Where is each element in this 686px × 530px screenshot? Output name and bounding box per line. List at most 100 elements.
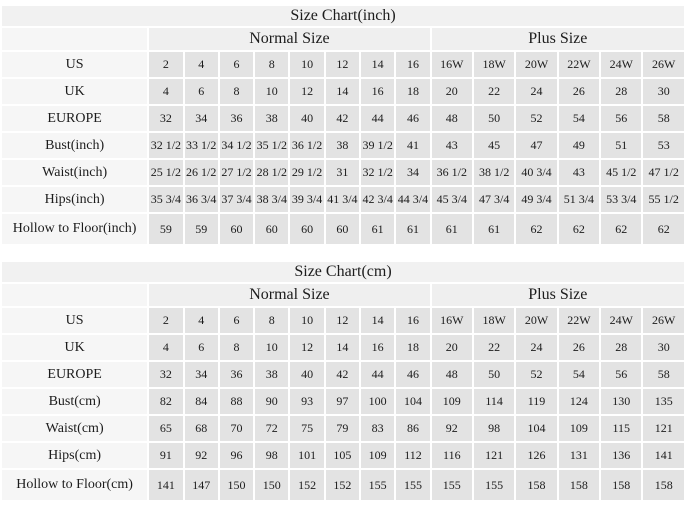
size-value-cell: 18W (471, 306, 517, 335)
size-value-cell: 49 (556, 131, 602, 160)
size-value-cell: 20 (429, 77, 474, 106)
size-value-cell: 33 1/2 (182, 131, 220, 160)
size-value-cell: 155 (359, 468, 397, 502)
table-row-hips-cm: Hips(cm) 91 92 96 98 101 105 109 112 116 121 126 131… (0, 441, 686, 470)
size-value-cell: 152 (288, 468, 326, 502)
size-value-cell: 41 (394, 131, 432, 160)
size-value-cell: 141 (147, 468, 185, 502)
size-value-cell: 12 (323, 306, 362, 335)
size-value-cell: 36 (217, 360, 256, 389)
table-title-row: Size Chart(cm) (0, 260, 686, 284)
size-value-cell: 90 (253, 387, 291, 416)
size-value-cell: 68 (182, 414, 220, 443)
size-value-cell: 42 (323, 360, 362, 389)
size-value-cell: 35 3/4 (147, 185, 185, 214)
column-group-plus-size: Plus Size (429, 282, 686, 308)
size-value-cell: 12 (288, 77, 326, 106)
size-value-cell: 155 (394, 468, 432, 502)
table-row-waist-cm: Waist(cm) 65 68 70 72 75 79 83 86 92 98 104 109 115 12… (0, 414, 686, 443)
size-value-cell: 50 (471, 360, 517, 389)
size-value-cell: 20W (514, 50, 559, 79)
size-value-cell: 16 (394, 306, 432, 335)
size-value-cell: 14 (323, 333, 362, 362)
size-value-cell: 112 (394, 441, 432, 470)
size-value-cell: 16W (429, 50, 474, 79)
row-label-europe: EUROPE (0, 104, 150, 133)
table-row-europe: EUROPE 32 34 36 38 40 42 44 46 48 50 52 54 56 58 (0, 360, 686, 389)
size-value-cell: 14 (323, 77, 362, 106)
size-value-cell: 27 1/2 (217, 158, 256, 187)
table-row-hollow-to-floor-cm: Hollow to Floor(cm) 141 147 150 150 152 152 155… (0, 468, 686, 502)
table-row-waist-inch: Waist(inch) 25 1/2 26 1/2 27 1/2 28 1/2 29 1/… (0, 158, 686, 187)
size-value-cell: 147 (182, 468, 220, 502)
size-value-cell: 121 (471, 441, 517, 470)
size-value-cell: 25 1/2 (147, 158, 185, 187)
row-label-hollow-to-floor-inch: Hollow to Floor(inch) (0, 212, 150, 246)
size-value-cell: 62 (556, 212, 602, 246)
size-value-cell: 34 1/2 (217, 131, 256, 160)
size-value-cell: 26 1/2 (182, 158, 220, 187)
size-value-cell: 109 (429, 387, 474, 416)
size-value-cell: 8 (217, 77, 256, 106)
size-value-cell: 31 (323, 158, 362, 187)
size-value-cell: 51 3/4 (556, 185, 602, 214)
size-value-cell: 44 (359, 360, 397, 389)
size-value-cell: 59 (182, 212, 220, 246)
size-value-cell: 4 (182, 50, 220, 79)
size-value-cell: 51 (599, 131, 644, 160)
size-value-cell: 8 (217, 333, 256, 362)
size-value-cell: 53 (641, 131, 686, 160)
size-value-cell: 116 (429, 441, 474, 470)
size-value-cell: 32 1/2 (147, 131, 185, 160)
size-value-cell: 32 1/2 (359, 158, 397, 187)
size-value-cell: 104 (514, 414, 559, 443)
size-value-cell: 48 (429, 360, 474, 389)
size-value-cell: 36 1/2 (288, 131, 326, 160)
size-value-cell: 44 3/4 (394, 185, 432, 214)
table-row-us: US 2 4 6 8 10 12 14 16 16W 18W 20W 22W 24W 26W (0, 50, 686, 79)
size-value-cell: 83 (359, 414, 397, 443)
size-value-cell: 152 (323, 468, 362, 502)
size-value-cell: 38 3/4 (253, 185, 291, 214)
size-value-cell: 36 (217, 104, 256, 133)
column-group-normal-size: Normal Size (147, 26, 432, 52)
size-value-cell: 150 (217, 468, 256, 502)
size-value-cell: 38 (253, 104, 291, 133)
size-value-cell: 20 (429, 333, 474, 362)
size-value-cell: 24 (514, 333, 559, 362)
size-value-cell: 55 1/2 (641, 185, 686, 214)
size-value-cell: 45 (471, 131, 517, 160)
size-value-cell: 135 (641, 387, 686, 416)
size-value-cell: 48 (429, 104, 474, 133)
size-value-cell: 26 (556, 333, 602, 362)
size-value-cell: 92 (182, 441, 220, 470)
size-chart-table-cm: Size Chart(cm) Normal Size Plus Size US 2 4 6 8… (0, 260, 686, 502)
size-value-cell: 61 (394, 212, 432, 246)
size-value-cell: 24W (599, 50, 644, 79)
size-value-cell: 36 1/2 (429, 158, 474, 187)
size-value-cell: 124 (556, 387, 602, 416)
row-label-bust-cm: Bust(cm) (0, 387, 150, 416)
size-value-cell: 41 3/4 (323, 185, 362, 214)
table-row-europe: EUROPE 32 34 36 38 40 42 44 46 48 50 52 54 56 58 (0, 104, 686, 133)
size-value-cell: 6 (182, 77, 220, 106)
size-value-cell: 150 (253, 468, 291, 502)
size-value-cell: 4 (147, 333, 185, 362)
row-label-hollow-to-floor-cm: Hollow to Floor(cm) (0, 468, 150, 502)
size-value-cell: 70 (217, 414, 256, 443)
table-row-bust-inch: Bust(inch) 32 1/2 33 1/2 34 1/2 35 1/2 36 1/2… (0, 131, 686, 160)
size-value-cell: 39 1/2 (359, 131, 397, 160)
size-value-cell: 47 1/2 (641, 158, 686, 187)
table-row-bust-cm: Bust(cm) 82 84 88 90 93 97 100 104 109 114 119 124 13… (0, 387, 686, 416)
size-value-cell: 40 3/4 (514, 158, 559, 187)
size-value-cell: 8 (253, 50, 291, 79)
size-value-cell: 46 (394, 360, 432, 389)
size-value-cell: 16 (359, 333, 397, 362)
size-value-cell: 158 (641, 468, 686, 502)
size-value-cell: 26W (641, 306, 686, 335)
row-label-hips-inch: Hips(inch) (0, 185, 150, 214)
table-row-hips-inch: Hips(inch) 35 3/4 36 3/4 37 3/4 38 3/4 39 3/4… (0, 185, 686, 214)
size-value-cell: 45 1/2 (599, 158, 644, 187)
size-value-cell: 54 (556, 104, 602, 133)
size-value-cell: 105 (323, 441, 362, 470)
